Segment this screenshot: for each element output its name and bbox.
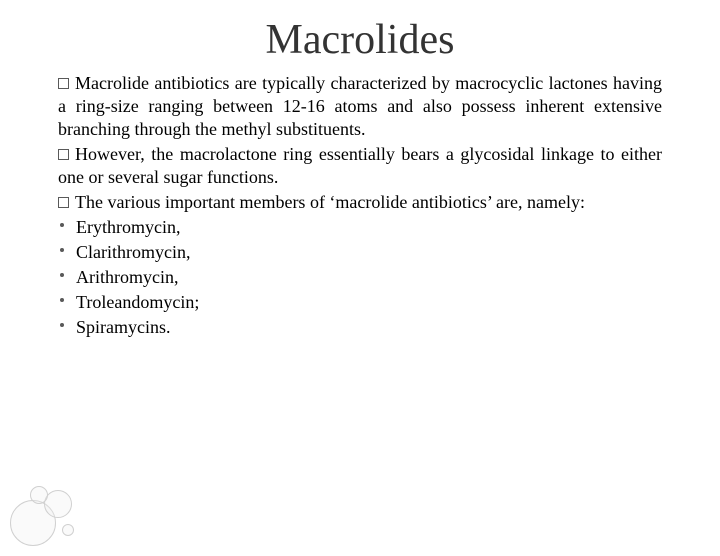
list-item: Arithromycin, bbox=[58, 266, 662, 289]
paragraph: However, the macrolactone ring essential… bbox=[58, 143, 662, 189]
list-item-text: Arithromycin, bbox=[76, 267, 178, 287]
paragraph-text: However, the macrolactone ring essential… bbox=[58, 144, 662, 187]
checkbox-bullet-icon bbox=[58, 149, 69, 160]
list-item: Clarithromycin, bbox=[58, 241, 662, 264]
slide-body: Macrolide antibiotics are typically char… bbox=[0, 72, 720, 339]
paragraph: Macrolide antibiotics are typically char… bbox=[58, 72, 662, 141]
dot-bullet-icon bbox=[60, 223, 64, 227]
list-item-text: Clarithromycin, bbox=[76, 242, 190, 262]
corner-decoration bbox=[10, 466, 90, 546]
checkbox-bullet-icon bbox=[58, 78, 69, 89]
dot-bullet-icon bbox=[60, 323, 64, 327]
list-item-text: Spiramycins. bbox=[76, 317, 171, 337]
list-item: Spiramycins. bbox=[58, 316, 662, 339]
paragraph: The various important members of ‘macrol… bbox=[58, 191, 662, 214]
list-item: Troleandomycin; bbox=[58, 291, 662, 314]
paragraph-text: The various important members of ‘macrol… bbox=[75, 192, 585, 212]
list-item-text: Erythromycin, bbox=[76, 217, 180, 237]
slide-title: Macrolides bbox=[0, 16, 720, 64]
list-item-text: Troleandomycin; bbox=[76, 292, 199, 312]
dot-bullet-icon bbox=[60, 248, 64, 252]
list-item: Erythromycin, bbox=[58, 216, 662, 239]
dot-bullet-icon bbox=[60, 298, 64, 302]
paragraph-text: Macrolide antibiotics are typically char… bbox=[58, 73, 662, 139]
checkbox-bullet-icon bbox=[58, 197, 69, 208]
dot-bullet-icon bbox=[60, 273, 64, 277]
